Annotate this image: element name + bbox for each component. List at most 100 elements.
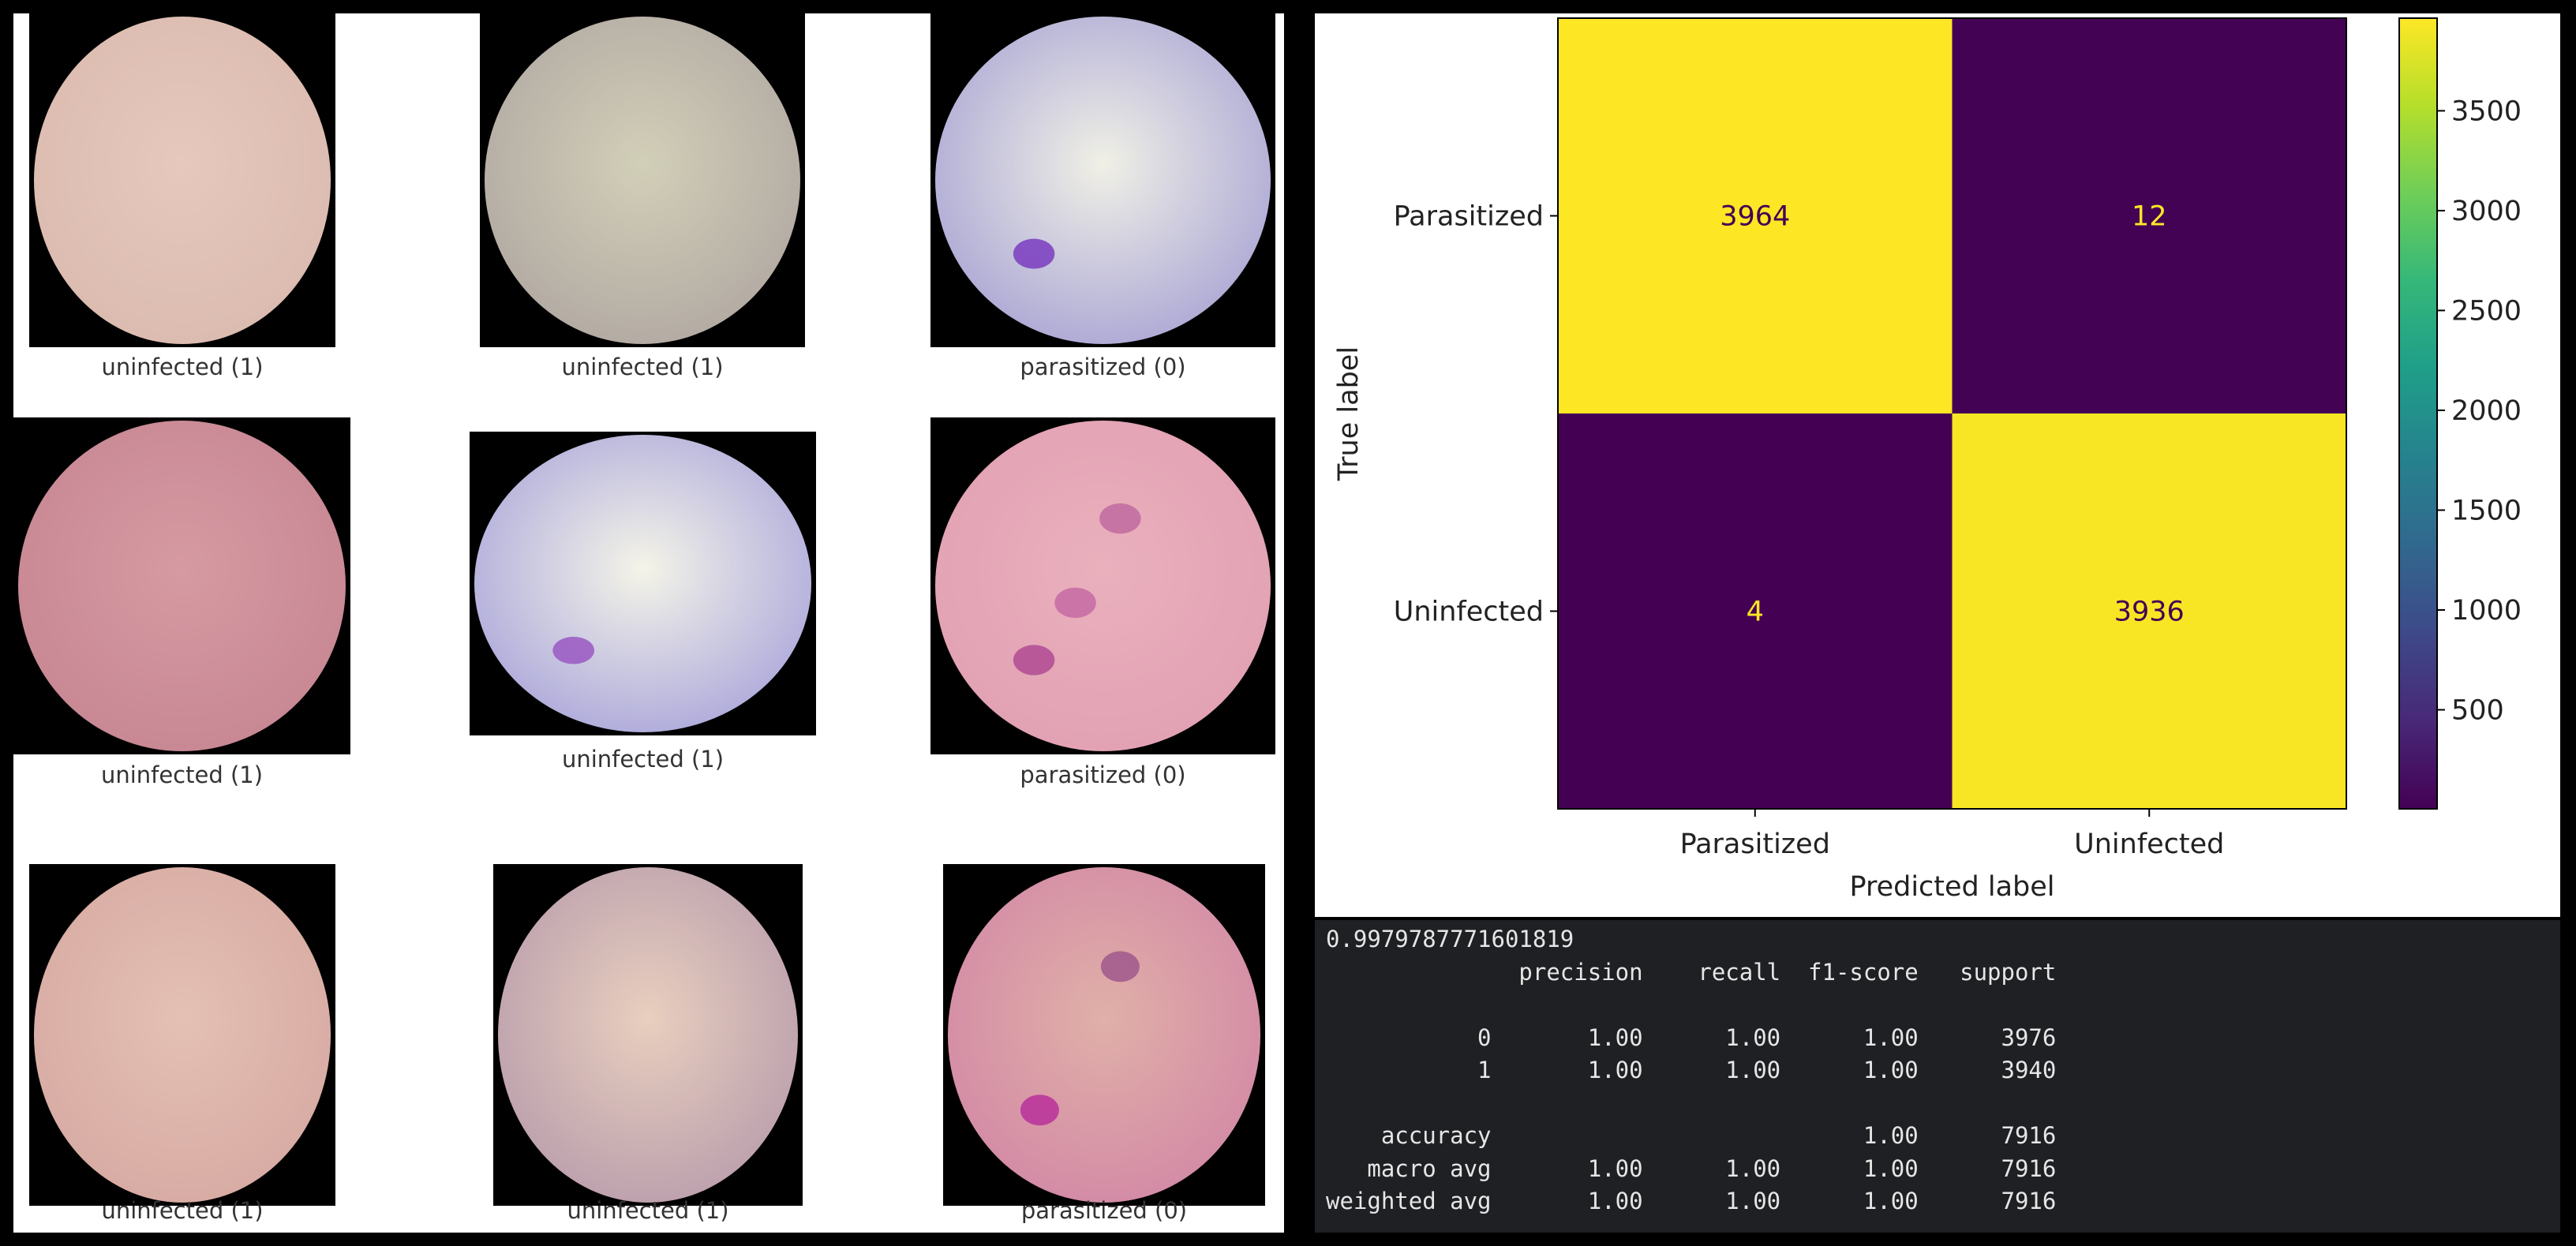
blank-line xyxy=(1326,989,2560,1022)
cell-value: support xyxy=(1960,958,2057,986)
cell-value: 1.00 xyxy=(1863,1154,1919,1182)
cell-value: 1.00 xyxy=(1587,1188,1643,1214)
y-axis-label: True label xyxy=(1333,346,1365,481)
cell-label: uninfected (1) xyxy=(101,1197,264,1224)
confusion-matrix-svg: 3964 12 4 3936 Parasitized Uninfected Parasiti… xyxy=(1333,17,2522,903)
row-label: macro avg xyxy=(1367,1154,1492,1182)
blood-cell xyxy=(474,435,811,732)
report-row: 1 1.00 1.00 1.00 3940 xyxy=(1326,1054,2560,1087)
colorbar-tick-label: 500 xyxy=(2451,694,2504,726)
y-tick-label: Uninfected xyxy=(1394,597,1544,628)
parasite-spot xyxy=(1099,503,1141,534)
blood-cell xyxy=(498,867,798,1203)
blood-cell xyxy=(18,421,346,751)
cell-value: 3940 xyxy=(2001,1057,2057,1083)
cell-image xyxy=(470,432,816,735)
matrix-frame xyxy=(1557,17,2347,810)
cell-value: 3964 xyxy=(1720,201,1790,233)
blood-cell xyxy=(34,17,331,344)
cell-value: 3936 xyxy=(2114,597,2185,628)
parasite-spot xyxy=(1013,238,1055,269)
cell-value: recall xyxy=(1698,958,1781,986)
cell-image xyxy=(13,417,350,754)
blank-line xyxy=(1326,1087,2560,1121)
cell-value: 1.00 xyxy=(1725,1154,1781,1182)
report-header: precision recall f1-score support xyxy=(1326,956,2560,990)
cell-value: 1.00 xyxy=(1725,1023,1781,1051)
cell-image xyxy=(493,864,803,1206)
cell-image xyxy=(943,864,1265,1206)
classification-report-output: 0.9979787771601819 precision recall f1-sco… xyxy=(1315,920,2560,1233)
colorbar xyxy=(2398,17,2438,810)
colorbar-tick-label: 3500 xyxy=(2451,95,2522,127)
x-tick-label: Uninfected xyxy=(2074,829,2224,860)
parasite-spot xyxy=(1013,645,1055,675)
colorbar-tick-label: 2500 xyxy=(2451,295,2522,327)
colorbar-tick-label: 3000 xyxy=(2451,196,2522,227)
cell-label: uninfected (1) xyxy=(567,1197,729,1224)
blood-cell xyxy=(935,17,1271,344)
matrix-cell xyxy=(1952,18,2346,413)
cell-value xyxy=(1492,1120,1643,1153)
cell-value: 1.00 xyxy=(1863,1057,1919,1083)
row-label: 0 xyxy=(1477,1023,1492,1051)
cell-value: 4 xyxy=(1747,597,1764,628)
report-row: 0 1.00 1.00 1.00 3976 xyxy=(1326,1022,2560,1055)
cell-value: precision xyxy=(1518,958,1643,986)
parasite-spot xyxy=(1054,587,1096,619)
colorbar-tick-label: 1500 xyxy=(2451,495,2522,526)
accuracy-score: 0.9979787771601819 xyxy=(1326,926,1574,952)
cell-label: uninfected (1) xyxy=(561,354,724,380)
report-row: macro avg 1.00 1.00 1.00 7916 xyxy=(1326,1153,2560,1186)
cell-value: 1.00 xyxy=(1587,1023,1643,1051)
cell-value: 1.00 xyxy=(1863,1023,1919,1051)
cell-label: parasitized (0) xyxy=(1020,354,1186,380)
row-label: weighted avg xyxy=(1326,1188,1492,1214)
cell-value: 1.00 xyxy=(1725,1057,1781,1083)
matrix-cell xyxy=(1952,413,2346,809)
cell-image xyxy=(29,864,335,1206)
cell-value: 3976 xyxy=(2001,1023,2057,1051)
cell-value: 12 xyxy=(2132,201,2167,233)
cell-label: parasitized (0) xyxy=(1020,761,1186,788)
cell-value xyxy=(1643,1120,1781,1153)
cell-value: 1.00 xyxy=(1863,1122,1919,1149)
matrix-cell xyxy=(1558,18,1953,413)
cell-label: parasitized (0) xyxy=(1020,1197,1188,1224)
row-label xyxy=(1326,956,1492,990)
x-axis-label: Predicted label xyxy=(1849,871,2054,903)
cell-value: f1-score xyxy=(1808,958,1919,986)
y-tick-label: Parasitized xyxy=(1394,201,1544,233)
row-label: 1 xyxy=(1477,1057,1492,1083)
cell-image xyxy=(930,13,1275,347)
matrix-cell xyxy=(1558,413,1953,809)
blood-cell xyxy=(935,421,1271,751)
parasite-spot xyxy=(552,636,595,664)
blood-cell xyxy=(34,867,331,1203)
confusion-matrix-chart: 3964 12 4 3936 Parasitized Uninfected Parasiti… xyxy=(1315,13,2560,917)
cell-value: 1.00 xyxy=(1587,1057,1643,1083)
cell-value: 1.00 xyxy=(1725,1188,1781,1214)
cell-image xyxy=(29,13,335,347)
cell-value: 7916 xyxy=(2001,1122,2057,1149)
cell-image xyxy=(480,13,805,347)
blood-cell xyxy=(485,17,800,344)
cell-value: 1.00 xyxy=(1587,1154,1643,1182)
cell-label: uninfected (1) xyxy=(101,354,264,380)
blood-cell xyxy=(948,867,1260,1203)
cell-value: 7916 xyxy=(2001,1154,2057,1182)
cell-value: 7916 xyxy=(2001,1188,2057,1214)
cell-value: 1.00 xyxy=(1863,1188,1919,1214)
parasite-spot xyxy=(1100,951,1140,982)
sample-images-grid: uninfected (1) uninfected (1) parasitized … xyxy=(13,13,1284,1233)
report-row: accuracy 1.00 7916 xyxy=(1326,1120,2560,1153)
cell-label: uninfected (1) xyxy=(100,761,264,788)
colorbar-tick-label: 1000 xyxy=(2451,595,2522,627)
cell-label: uninfected (1) xyxy=(561,746,724,773)
colorbar-tick-label: 2000 xyxy=(2451,395,2522,427)
report-row: weighted avg 1.00 1.00 1.00 7916 xyxy=(1326,1185,2560,1218)
cell-image xyxy=(930,417,1275,754)
parasite-spot xyxy=(1020,1094,1059,1126)
row-label: accuracy xyxy=(1380,1122,1492,1149)
x-tick-label: Parasitized xyxy=(1680,829,1830,860)
